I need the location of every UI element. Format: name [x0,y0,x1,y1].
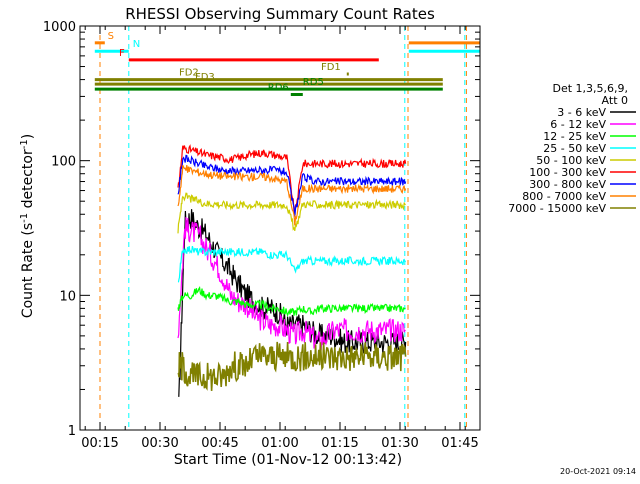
y-label-part-2: detector [20,149,36,213]
flag-label: FD3 [195,72,215,83]
x-tick-label: 01:30 [381,436,418,451]
x-tick-label: 00:45 [201,436,238,451]
timestamp: 20-Oct-2021 09:14 [560,467,636,476]
flag-label: S [108,31,114,42]
y-axis-label: Count Rate (s-1 detector-1) [19,134,36,318]
legend-entry-label: 12 - 25 keV [543,130,606,143]
legend-entry-label: 50 - 100 keV [536,154,606,167]
x-tick-label: 00:15 [81,436,118,451]
y-label-part-3: ) [20,134,36,139]
y-label-exp-1: -1 [19,213,30,223]
series-line [177,217,406,351]
flag-label: RD6 [268,82,289,93]
axis-layer: 1 10 100 1000 00:15 00:30 00:45 01:00 01:15 01:30… [43,20,480,451]
y-label-part-1: Count Rate (s [20,223,36,318]
flag-label: RD5 [303,77,324,88]
y-label-exp-2: -1 [19,139,30,149]
legend-entry-label: 100 - 300 keV [529,166,606,179]
series-line [177,286,406,318]
legend-header-line-2: Att 0 [602,94,628,107]
legend-entry-label: 7000 - 15000 keV [508,202,606,215]
legend-entry-label: 3 - 6 keV [557,106,606,119]
flag-label: FD2 [179,68,199,79]
legend-entry-label: 6 - 12 keV [550,118,606,131]
flag-label: F [119,48,125,59]
y-tick-label: 1 [68,424,76,439]
series-line [177,341,407,391]
legend-entry-label: 25 - 50 keV [543,142,606,155]
y-tick-label: 10 [59,289,76,304]
series-line [177,192,406,234]
x-tick-label: 01:00 [261,436,298,451]
y-tick-label: 1000 [43,20,76,35]
x-tick-label: 01:15 [321,436,358,451]
legend-entry-label: 300 - 800 keV [529,178,606,191]
series-line [177,154,407,217]
flag-label: FD1 [321,62,341,73]
legend-entry-label: 800 - 7000 keV [522,190,606,203]
x-axis-label: Start Time (01-Nov-12 00:13:42) [174,452,402,468]
series-line [177,245,407,283]
x-tick-label: 00:30 [141,436,178,451]
series-line [177,165,407,226]
y-tick-label: 100 [51,155,76,170]
flag-label: N [133,39,140,50]
legend-header-line-1: Det 1,3,5,6,9, [552,82,628,95]
series-line [177,144,407,214]
chart-title: RHESSI Observing Summary Count Rates [125,5,435,23]
x-tick-label: 01:45 [441,436,478,451]
